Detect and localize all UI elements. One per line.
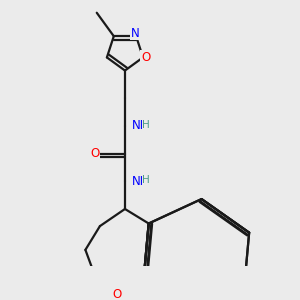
Text: NH: NH xyxy=(132,175,150,188)
Text: H: H xyxy=(142,120,150,130)
Text: O: O xyxy=(112,288,122,300)
Text: O: O xyxy=(90,147,99,160)
Text: O: O xyxy=(141,51,150,64)
Text: N: N xyxy=(130,26,139,40)
Text: H: H xyxy=(142,175,150,185)
Text: NH: NH xyxy=(132,119,150,132)
